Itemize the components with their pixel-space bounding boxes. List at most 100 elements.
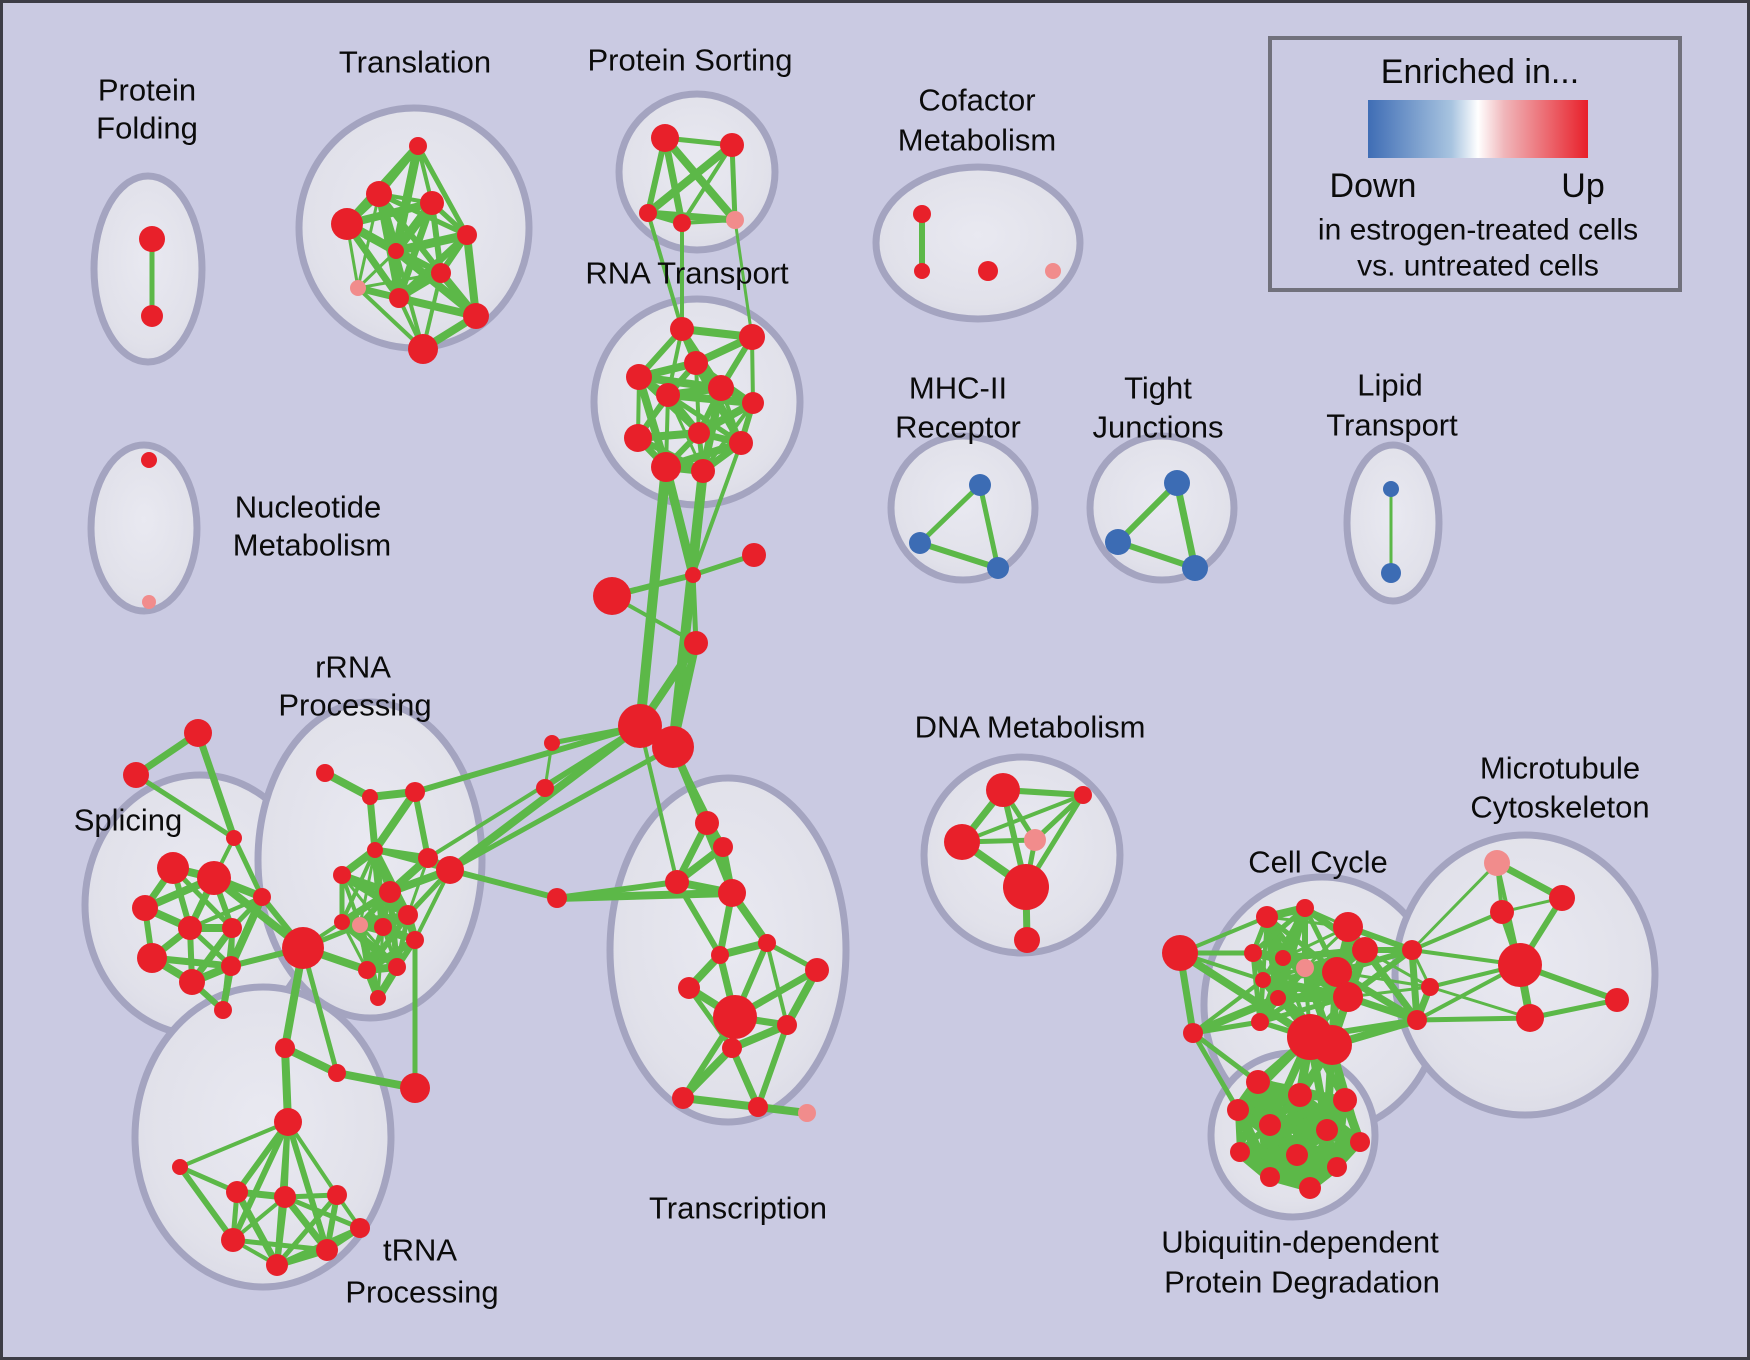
edge-rna-transport xyxy=(664,391,757,407)
gene-set-node-transcription xyxy=(713,837,733,857)
cluster-label-trna-processing: Processing xyxy=(345,1275,498,1310)
edge-rrna-processing xyxy=(412,789,431,861)
gene-set-node-protein-sorting xyxy=(639,204,657,222)
edge-inter-cluster xyxy=(447,867,560,901)
edge-translation xyxy=(395,294,480,320)
gene-set-node-microtubule-cytoskeleton xyxy=(1605,988,1629,1012)
gene-set-node-tight-junctions xyxy=(1182,555,1208,581)
edge-translation xyxy=(356,271,443,290)
gene-set-node-cell-cycle xyxy=(1255,972,1271,988)
gene-set-node-mhc-ii-receptor xyxy=(909,532,931,554)
gene-set-node-cofactor-metabolism xyxy=(978,261,998,281)
edge-inter-cluster xyxy=(1410,861,1499,952)
gene-set-node-connector xyxy=(544,735,560,751)
edge-inter-cluster xyxy=(1414,1015,1533,1023)
gene-set-node-microtubule-cytoskeleton xyxy=(1498,943,1542,987)
gene-set-node-rrna-processing xyxy=(388,958,406,976)
edge-inter-cluster xyxy=(194,729,238,842)
gene-set-node-rna-transport xyxy=(656,383,680,407)
cluster-ellipse-lipid-transport xyxy=(1343,441,1443,605)
gene-set-node-rna-transport xyxy=(684,351,708,375)
cluster-label-nucleotide-metabolism: Metabolism xyxy=(233,528,392,563)
gene-set-node-lipid-transport xyxy=(1383,481,1399,497)
gene-set-node-splicing xyxy=(157,852,189,884)
gene-set-node-dna-metabolism xyxy=(1074,786,1092,804)
gene-set-node-cell-cycle xyxy=(1162,935,1198,971)
gene-set-node-cell-cycle xyxy=(1296,959,1314,977)
legend-title: Enriched in... xyxy=(1381,53,1579,91)
edge-translation xyxy=(463,231,480,320)
edge-translation xyxy=(356,249,398,290)
gene-set-node-rna-transport xyxy=(651,452,681,482)
edge-inter-cluster xyxy=(553,889,736,902)
gene-set-node-transcription xyxy=(805,958,829,982)
cluster-label-protein-sorting: Protein Sorting xyxy=(587,43,792,78)
gene-set-node-rrna-processing xyxy=(367,842,383,858)
gene-set-node-rna-transport xyxy=(624,424,652,452)
gene-set-node-translation xyxy=(463,303,489,329)
gene-set-node-cell-cycle xyxy=(1312,1025,1352,1065)
gene-set-node-cell-cycle xyxy=(1407,1010,1427,1030)
edge-inter-cluster xyxy=(231,835,265,900)
gene-set-node-rrna-processing xyxy=(374,918,392,936)
gene-set-node-nucleotide-metabolism xyxy=(141,452,157,468)
edge-cell-cycle xyxy=(1250,905,1308,956)
gene-set-node-tight-junctions xyxy=(1164,470,1190,496)
gene-set-node-rrna-processing xyxy=(362,789,378,805)
gene-set-node-splicing xyxy=(214,1001,232,1019)
gene-set-node-protein-sorting xyxy=(720,133,744,157)
gene-set-node-translation xyxy=(431,263,451,283)
legend: Enriched in... Down Up in estrogen-treated … xyxy=(1268,36,1682,292)
gene-set-node-translation xyxy=(388,243,404,259)
gene-set-node-rrna-processing xyxy=(282,927,324,969)
gene-set-node-ubiquitin-protein-degradation xyxy=(1246,1070,1270,1094)
gene-set-node-rna-transport xyxy=(626,364,652,390)
edge-inter-cluster xyxy=(638,724,679,884)
gene-set-node-rrna-processing xyxy=(334,914,350,930)
gene-set-node-cell-cycle xyxy=(1275,950,1291,966)
cluster-label-translation: Translation xyxy=(339,45,491,80)
gene-set-node-dna-metabolism xyxy=(1003,864,1049,910)
gene-set-node-rna-transport xyxy=(708,375,734,401)
gene-set-node-ubiquitin-protein-degradation xyxy=(1316,1119,1338,1141)
gene-set-node-protein-sorting xyxy=(651,124,679,152)
edge-inter-cluster xyxy=(1190,1030,1261,1085)
gene-set-node-rna-transport xyxy=(688,422,710,444)
gene-set-node-connector xyxy=(226,830,242,846)
gene-set-node-cell-cycle xyxy=(1244,944,1262,962)
gene-set-node-splicing xyxy=(221,956,241,976)
cluster-ellipse-nucleotide-metabolism xyxy=(87,441,201,615)
edge-trna-processing xyxy=(178,1120,290,1169)
edge-cell-cycle xyxy=(1408,946,1421,1024)
edge-mhc-ii-receptor xyxy=(977,482,1001,571)
gene-set-node-splicing xyxy=(132,895,158,921)
gene-set-node-connector xyxy=(184,719,212,747)
gene-set-node-translation xyxy=(457,225,477,245)
gene-set-node-rna-transport xyxy=(739,324,765,350)
edge-rrna-processing xyxy=(364,912,411,973)
cluster-label-rna-transport: RNA Transport xyxy=(585,256,789,291)
gene-set-node-tight-junctions xyxy=(1105,529,1131,555)
gene-set-node-ubiquitin-protein-degradation xyxy=(1286,1144,1308,1166)
edge-trna-processing xyxy=(285,1119,330,1253)
edge-trna-processing xyxy=(233,1188,281,1269)
gene-set-node-rrna-processing xyxy=(275,1038,295,1058)
edge-tight-junctions xyxy=(1173,479,1199,572)
gene-set-node-transcription xyxy=(718,879,746,907)
edge-mhc-ii-receptor xyxy=(917,540,1001,571)
gene-set-node-translation xyxy=(420,191,444,215)
node-layer xyxy=(123,124,1629,1276)
edge-ubiquitin-protein-degradation xyxy=(1264,1161,1343,1183)
cluster-label-microtubule-cytoskeleton: Microtubule xyxy=(1480,751,1640,786)
edge-protein-sorting xyxy=(680,143,734,225)
gene-set-node-connector xyxy=(123,762,149,788)
legend-up-label: Up xyxy=(1561,167,1604,205)
cluster-label-mhc-ii-receptor: MHC-II xyxy=(909,371,1007,406)
cluster-label-splicing: Splicing xyxy=(74,803,183,838)
edge-trna-processing xyxy=(230,1119,291,1243)
gene-set-node-cell-cycle xyxy=(1402,940,1422,960)
gene-set-node-cell-cycle xyxy=(1352,937,1378,963)
